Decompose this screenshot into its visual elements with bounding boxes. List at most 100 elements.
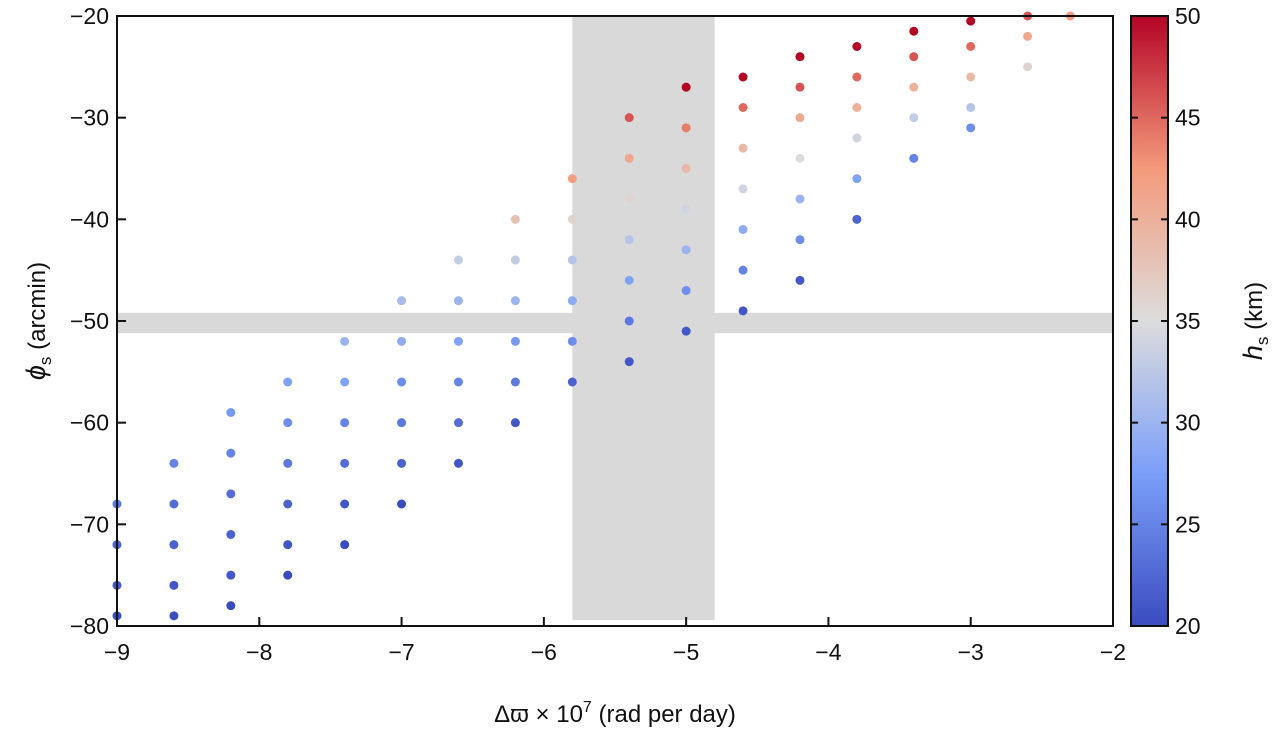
data-point — [283, 418, 293, 428]
data-point — [453, 418, 463, 428]
data-point — [340, 418, 350, 428]
data-point — [966, 123, 976, 133]
data-point — [340, 377, 350, 387]
y-tick-label: −70 — [70, 511, 109, 537]
x-tick-label: −7 — [388, 639, 414, 665]
data-point — [681, 164, 691, 173]
data-point — [1023, 62, 1033, 72]
data-point — [340, 499, 350, 509]
colorbar-tick-label: 45 — [1175, 105, 1201, 131]
shaded-bands — [117, 16, 1113, 620]
data-point — [397, 296, 407, 306]
data-point — [397, 499, 407, 509]
x-axis-label: Δϖ × 107 (rad per day) — [494, 699, 736, 728]
x-tick-label: −5 — [673, 639, 699, 665]
data-point — [226, 408, 236, 417]
data-point — [738, 225, 748, 234]
data-point — [795, 275, 805, 285]
data-point — [852, 42, 862, 51]
x-tick-label: −9 — [104, 639, 130, 665]
data-point — [624, 275, 634, 285]
data-point — [567, 174, 577, 184]
data-point — [226, 601, 236, 611]
data-point — [510, 255, 520, 265]
y-axis-label-subscript: s — [36, 357, 55, 366]
data-point — [397, 458, 407, 468]
colorbar-tick-label: 40 — [1175, 206, 1201, 232]
data-point — [681, 326, 691, 336]
y-axis: −20 −30 −40 −50 −60 −70 −80 — [70, 3, 126, 639]
data-point — [795, 194, 805, 204]
colorbar-tick-label: 35 — [1175, 308, 1201, 334]
data-point — [738, 103, 748, 112]
data-point — [738, 184, 748, 194]
y-tick-label: −80 — [70, 613, 109, 639]
data-point — [966, 72, 976, 82]
data-point — [169, 611, 179, 621]
shaded-band-y — [117, 312, 1113, 334]
data-point — [852, 72, 862, 82]
colorbar: 20 25 30 35 40 45 50 hs (km) — [1130, 3, 1272, 639]
data-point — [681, 245, 691, 255]
data-point — [510, 377, 520, 387]
data-point — [169, 458, 179, 468]
data-point — [340, 540, 350, 550]
data-point — [909, 52, 919, 62]
data-point — [567, 336, 577, 346]
data-point — [909, 153, 919, 163]
data-point — [852, 103, 862, 112]
y-axis-label: ϕs (arcmin) — [21, 262, 55, 380]
data-point — [510, 214, 520, 224]
data-point — [510, 296, 520, 306]
data-point — [169, 540, 179, 550]
scatter-points — [112, 11, 1075, 621]
data-point — [852, 214, 862, 224]
data-point — [738, 265, 748, 275]
data-point — [738, 143, 748, 153]
data-point — [453, 336, 463, 346]
data-point — [226, 489, 236, 499]
data-point — [681, 123, 691, 133]
data-point — [909, 82, 919, 92]
data-point — [795, 82, 805, 92]
y-tick-label: −50 — [70, 308, 109, 334]
colorbar-tick-label: 25 — [1175, 511, 1201, 537]
data-point — [852, 174, 862, 184]
data-point — [909, 113, 919, 123]
x-tick-label: −8 — [246, 639, 272, 665]
data-point — [966, 103, 976, 112]
colorbar-label: hs (km) — [1238, 282, 1272, 360]
data-point — [453, 296, 463, 306]
data-point — [226, 570, 236, 580]
colorbar-label-subscript: s — [1253, 337, 1272, 346]
data-point — [226, 448, 236, 458]
data-point — [340, 458, 350, 468]
data-point — [510, 336, 520, 346]
colorbar-tick-label: 50 — [1175, 3, 1201, 29]
data-point — [226, 530, 236, 539]
data-point — [169, 580, 179, 590]
data-point — [966, 42, 976, 51]
data-point — [1023, 31, 1033, 41]
data-point — [624, 316, 634, 326]
data-point — [283, 499, 293, 509]
data-point — [283, 377, 293, 387]
x-axis-label-exponent: 7 — [583, 699, 592, 716]
data-point — [453, 255, 463, 265]
data-point — [453, 458, 463, 468]
data-point — [283, 540, 293, 550]
data-point — [624, 153, 634, 163]
data-point — [738, 72, 748, 82]
x-tick-label: −6 — [531, 639, 557, 665]
data-point — [681, 204, 691, 214]
y-tick-label: −20 — [70, 3, 109, 29]
data-point — [681, 82, 691, 92]
y-tick-label: −40 — [70, 206, 109, 232]
data-point — [738, 306, 748, 316]
x-tick-label: −2 — [1100, 639, 1126, 665]
data-point — [397, 418, 407, 428]
data-point — [169, 499, 179, 509]
colorbar-tick-label: 30 — [1175, 410, 1201, 436]
data-point — [283, 458, 293, 468]
data-point — [966, 16, 976, 26]
